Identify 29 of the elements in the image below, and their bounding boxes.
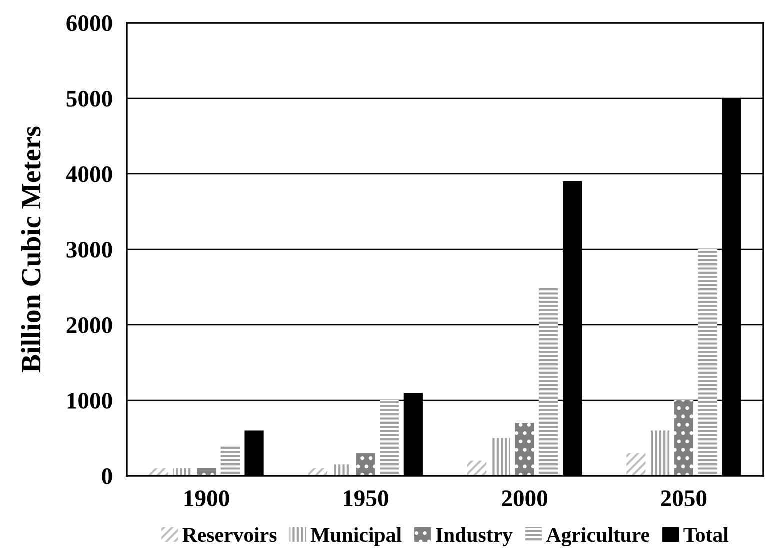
legend-label: Total xyxy=(684,527,729,542)
y-tick-label: 4000 xyxy=(66,166,112,182)
y-tick-label: 2000 xyxy=(66,317,112,334)
bar xyxy=(698,250,718,476)
legend-label: Industry xyxy=(436,527,513,546)
y-tick-label: 0 xyxy=(102,468,112,484)
y-axis-title: Billion Cubic Meters xyxy=(21,126,41,372)
legend-label: Reservoirs xyxy=(182,527,277,542)
bar xyxy=(220,446,240,476)
bar xyxy=(650,430,670,476)
bar xyxy=(468,460,487,476)
x-tick-label: 1950 xyxy=(344,490,388,507)
bar xyxy=(356,453,376,476)
y-tick-label: 5000 xyxy=(66,90,112,107)
y-tick-label: 6000 xyxy=(66,15,112,32)
y-tick-label: 3000 xyxy=(66,242,112,258)
bar xyxy=(491,438,510,476)
bar xyxy=(332,464,352,476)
bar xyxy=(674,400,694,476)
x-tick-label: 2050 xyxy=(661,490,707,507)
y-tick-label: 1000 xyxy=(68,392,112,409)
legend-label: Municipal xyxy=(310,527,402,546)
bar xyxy=(515,423,534,476)
x-tick-label: 1900 xyxy=(184,490,230,507)
bar xyxy=(626,453,646,476)
x-tick-label: 2000 xyxy=(502,490,548,507)
legend-label: Agriculture xyxy=(546,527,650,547)
bar xyxy=(539,287,558,476)
bar xyxy=(380,400,400,476)
